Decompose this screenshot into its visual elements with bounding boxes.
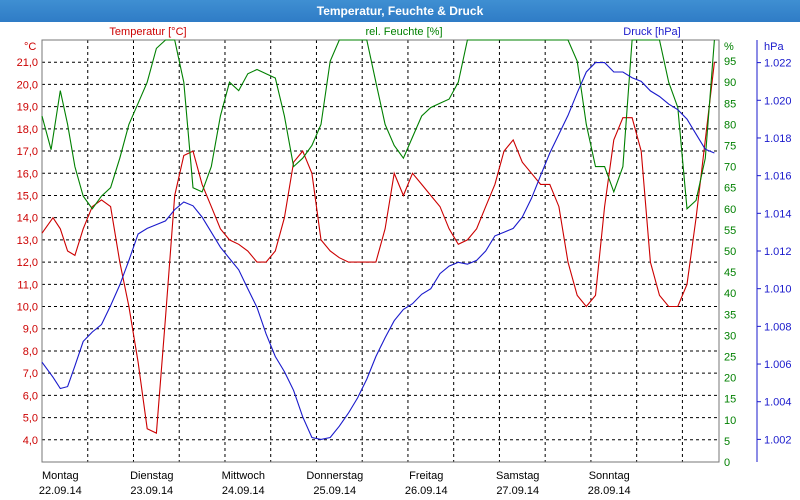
humidity-tick-label: 25 — [724, 352, 736, 364]
temperature-unit-label: °C — [24, 41, 36, 53]
x-date-label: 26.09.14 — [405, 485, 448, 497]
x-day-label: Montag — [42, 470, 79, 482]
pressure-unit-label: hPa — [764, 41, 784, 53]
humidity-tick-label: 80 — [724, 119, 736, 131]
temperature-tick-label: 14,0 — [17, 213, 38, 225]
humidity-tick-label: 75 — [724, 141, 736, 153]
temperature-tick-label: 18,0 — [17, 124, 38, 136]
humidity-tick-label: 15 — [724, 394, 736, 406]
humidity-tick-label: 0 — [724, 457, 730, 469]
x-date-label: 27.09.14 — [496, 485, 539, 497]
x-day-label: Samstag — [496, 470, 539, 482]
x-date-label: 22.09.14 — [39, 485, 82, 497]
x-date-label: 23.09.14 — [130, 485, 173, 497]
temperature-tick-label: 8,0 — [23, 346, 38, 358]
x-day-label: Donnerstag — [306, 470, 363, 482]
plot-frame — [41, 39, 720, 463]
pressure-tick-label: 1.008 — [764, 321, 792, 333]
window-title: Temperatur, Feuchte & Druck — [0, 0, 800, 22]
temperature-tick-label: 10,0 — [17, 302, 38, 314]
pressure-tick-label: 1.022 — [764, 58, 792, 70]
temperature-tick-label: 20,0 — [17, 79, 38, 91]
series-line-temperature — [41, 62, 715, 434]
temperature-tick-label: 16,0 — [17, 168, 38, 180]
humidity-tick-label: 85 — [724, 98, 736, 110]
humidity-axis-title: rel. Feuchte [%] — [365, 26, 442, 38]
x-day-label: Dienstag — [130, 470, 173, 482]
x-date-label: 25.09.14 — [313, 485, 356, 497]
temperature-tick-label: 7,0 — [23, 368, 38, 380]
humidity-tick-label: 95 — [724, 56, 736, 68]
temperature-tick-label: 13,0 — [17, 235, 38, 247]
humidity-tick-label: 35 — [724, 309, 736, 321]
humidity-tick-label: 20 — [724, 373, 736, 385]
temperature-tick-label: 12,0 — [17, 257, 38, 269]
pressure-tick-label: 1.018 — [764, 133, 792, 145]
temperature-tick-label: 4,0 — [23, 435, 38, 447]
x-day-label: Freitag — [409, 470, 443, 482]
pressure-tick-label: 1.014 — [764, 208, 792, 220]
pressure-tick-label: 1.020 — [764, 95, 792, 107]
humidity-tick-label: 5 — [724, 436, 730, 448]
pressure-tick-label: 1.004 — [764, 397, 792, 409]
humidity-tick-label: 10 — [724, 415, 736, 427]
temperature-tick-label: 17,0 — [17, 146, 38, 158]
humidity-tick-label: 50 — [724, 246, 736, 258]
pressure-tick-label: 1.012 — [764, 246, 792, 258]
humidity-tick-label: 60 — [724, 204, 736, 216]
humidity-tick-label: 45 — [724, 267, 736, 279]
humidity-tick-label: 90 — [724, 77, 736, 89]
humidity-unit-label: % — [724, 41, 734, 53]
x-day-label: Sonntag — [589, 470, 630, 482]
humidity-tick-label: 65 — [724, 183, 736, 195]
temperature-tick-label: 15,0 — [17, 190, 38, 202]
pressure-axis-title: Druck [hPa] — [623, 26, 680, 38]
x-date-label: 24.09.14 — [222, 485, 265, 497]
temperature-tick-label: 21,0 — [17, 57, 38, 69]
temperature-tick-label: 19,0 — [17, 102, 38, 114]
pressure-tick-label: 1.006 — [764, 359, 792, 371]
humidity-tick-label: 30 — [724, 330, 736, 342]
pressure-tick-label: 1.016 — [764, 171, 792, 183]
humidity-tick-label: 55 — [724, 225, 736, 237]
humidity-tick-label: 40 — [724, 288, 736, 300]
x-day-label: Mittwoch — [222, 470, 265, 482]
pressure-tick-label: 1.010 — [764, 284, 792, 296]
x-date-label: 28.09.14 — [588, 485, 631, 497]
temperature-axis-title: Temperatur [°C] — [109, 26, 186, 38]
temperature-tick-label: 5,0 — [23, 413, 38, 425]
humidity-tick-label: 70 — [724, 162, 736, 174]
temperature-tick-label: 11,0 — [17, 279, 38, 291]
series-line-pressure — [41, 62, 715, 440]
temperature-tick-label: 6,0 — [23, 390, 38, 402]
pressure-tick-label: 1.002 — [764, 434, 792, 446]
temperature-tick-label: 9,0 — [23, 324, 38, 336]
series-line-humidity — [41, 39, 715, 210]
